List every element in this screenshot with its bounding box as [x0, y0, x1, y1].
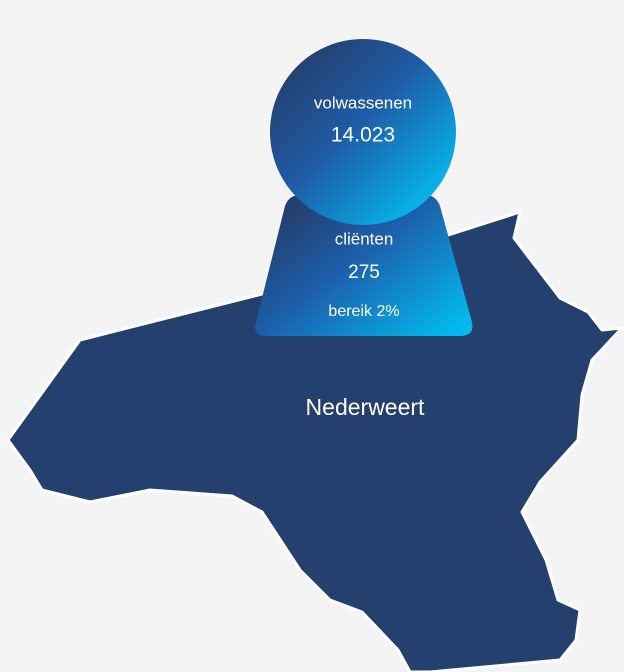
clients-label: cliënten: [335, 229, 394, 248]
clients-value: 275: [348, 262, 380, 283]
clients-trapezoid: [255, 195, 473, 336]
adults-value: 14.023: [331, 124, 395, 147]
region-name: Nederweert: [306, 394, 425, 420]
clients-reach: bereik 2%: [328, 303, 399, 320]
adults-label: volwassenen: [314, 93, 412, 112]
adults-circle: [270, 39, 456, 225]
